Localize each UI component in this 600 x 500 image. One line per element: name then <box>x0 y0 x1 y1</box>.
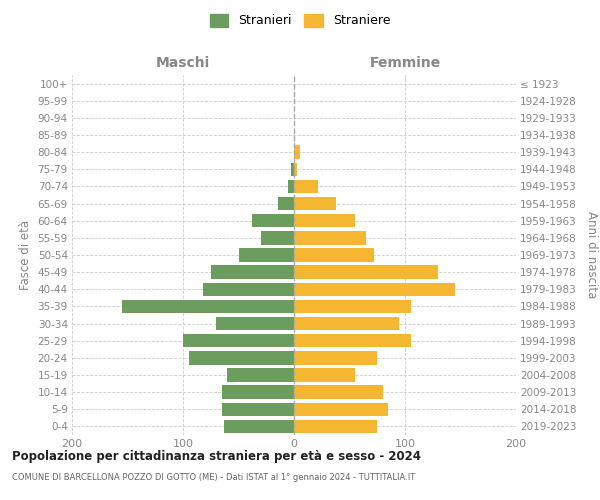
Bar <box>294 420 377 433</box>
Y-axis label: Anni di nascita: Anni di nascita <box>585 212 598 298</box>
Bar <box>239 248 294 262</box>
Bar <box>224 420 294 433</box>
Bar <box>188 351 294 364</box>
Bar <box>294 214 355 228</box>
Bar <box>278 197 294 210</box>
Bar <box>211 266 294 279</box>
Text: Popolazione per cittadinanza straniera per età e sesso - 2024: Popolazione per cittadinanza straniera p… <box>12 450 421 463</box>
Bar <box>294 180 319 193</box>
Bar <box>203 282 294 296</box>
Bar <box>294 300 410 313</box>
Bar <box>227 368 294 382</box>
Text: Maschi: Maschi <box>156 56 210 70</box>
Bar <box>294 231 366 244</box>
Bar <box>294 317 400 330</box>
Bar <box>294 386 383 399</box>
Bar <box>122 300 294 313</box>
Bar <box>294 266 439 279</box>
Bar <box>183 334 294 347</box>
Bar <box>252 214 294 228</box>
Legend: Stranieri, Straniere: Stranieri, Straniere <box>205 8 395 32</box>
Bar <box>294 162 298 176</box>
Bar <box>294 248 374 262</box>
Text: Femmine: Femmine <box>370 56 440 70</box>
Bar <box>290 162 294 176</box>
Bar <box>294 351 377 364</box>
Bar <box>294 402 388 416</box>
Bar <box>294 197 336 210</box>
Bar <box>294 282 455 296</box>
Bar <box>294 368 355 382</box>
Bar <box>294 334 410 347</box>
Bar <box>261 231 294 244</box>
Bar <box>294 146 299 159</box>
Bar <box>289 180 294 193</box>
Bar <box>217 317 294 330</box>
Bar <box>222 402 294 416</box>
Bar <box>222 386 294 399</box>
Y-axis label: Fasce di età: Fasce di età <box>19 220 32 290</box>
Text: COMUNE DI BARCELLONA POZZO DI GOTTO (ME) - Dati ISTAT al 1° gennaio 2024 - TUTTI: COMUNE DI BARCELLONA POZZO DI GOTTO (ME)… <box>12 472 415 482</box>
